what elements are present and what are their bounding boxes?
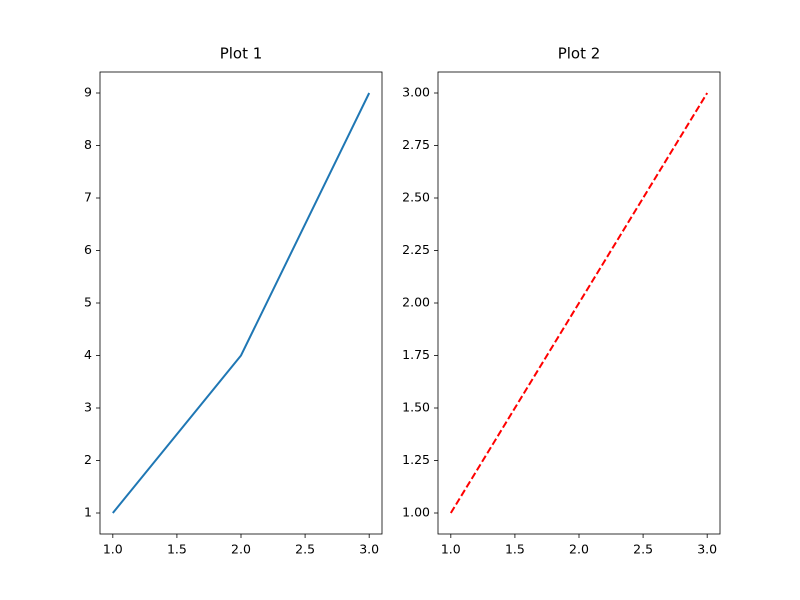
x-tick-label: 2.5 [633,542,653,557]
x-tick-label: 2.0 [569,542,589,557]
x-tick-label: 1.0 [441,542,461,557]
y-tick-label: 1.50 [402,400,430,415]
y-tick-label: 1 [84,505,92,520]
y-tick-label: 2.25 [402,242,430,257]
y-tick-label: 3.00 [402,85,430,100]
y-tick-label: 5 [84,295,92,310]
x-tick-label: 3.0 [697,542,717,557]
y-tick-label: 9 [84,85,92,100]
y-tick-label: 2.00 [402,295,430,310]
y-tick-label: 1.00 [402,505,430,520]
y-tick-label: 6 [84,242,92,257]
y-tick-label: 2 [84,452,92,467]
x-tick-label: 2.0 [231,542,251,557]
y-tick-label: 2.75 [402,137,430,152]
line-series [449,92,709,514]
x-tick-label: 1.0 [103,542,123,557]
x-tick-label: 3.0 [359,542,379,557]
y-tick-label: 1.25 [402,452,430,467]
subplot-title: Plot 1 [220,45,263,63]
y-tick-label: 7 [84,190,92,205]
x-tick-label: 1.5 [167,542,187,557]
y-tick-label: 1.75 [402,347,430,362]
y-tick-label: 3 [84,400,92,415]
y-tick-label: 8 [84,137,92,152]
x-tick-label: 1.5 [505,542,525,557]
subplot-title: Plot 2 [558,45,601,63]
x-tick-label: 2.5 [295,542,315,557]
y-tick-label: 4 [84,347,92,362]
axes-frame [437,71,721,535]
line-series [112,92,371,514]
axes-frame [99,71,383,535]
y-tick-label: 2.50 [402,190,430,205]
